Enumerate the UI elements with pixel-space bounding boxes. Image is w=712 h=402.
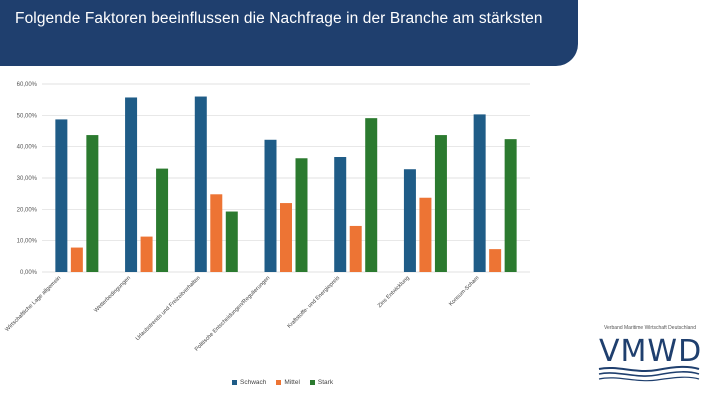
bar-mittel: [280, 203, 292, 272]
bar-schwach: [125, 97, 138, 273]
bar-mittel: [489, 249, 502, 272]
bar-stark: [86, 135, 99, 272]
bar-mittel: [349, 225, 362, 272]
x-tick-label: Konsum-Scham: [448, 275, 481, 308]
bar-schwach: [334, 157, 347, 272]
bar-stark: [434, 135, 447, 272]
bar-stark: [504, 139, 517, 272]
bar-mittel: [70, 247, 83, 272]
legend-item-mittel: Mittel: [276, 379, 300, 386]
y-tick-label: 10,00%: [17, 239, 38, 245]
y-tick-label: 50,00%: [17, 113, 38, 119]
x-tick-label: Wetterbedingungen: [93, 275, 132, 314]
bar-mittel: [140, 236, 153, 272]
bar-schwach: [194, 96, 207, 273]
logo-waves-icon: [598, 365, 700, 382]
legend-item-schwach: Schwach: [232, 379, 266, 386]
bar-stark: [295, 158, 308, 272]
x-tick-label: Kraftstoffe- und Energiepreis: [287, 275, 342, 330]
x-tick-label: Politische Entscheidungen/Regulierungen: [194, 275, 271, 352]
logo-tagline: Verband Maritime Wirtschaft Deutschland: [604, 325, 696, 331]
bar-chart: 0,00% 10,00% 20,00% 30,00% 40,00% 50,00% 60,00…: [4, 82, 530, 353]
y-tick-label: 40,00%: [17, 145, 38, 151]
y-tick-label: 60,00%: [17, 82, 38, 88]
legend-label-stark: Stark: [317, 378, 334, 386]
bar-schwach: [473, 114, 486, 272]
header-band: Folgende Faktoren beeinflussen die Nachf…: [0, 0, 578, 66]
vmwd-logo: Verband Maritime Wirtschaft Deutschland …: [595, 325, 705, 385]
legend-swatch-stark: [309, 379, 315, 385]
bar-stark: [156, 168, 169, 272]
y-tick-label: 0,00%: [20, 270, 38, 276]
bar-schwach: [264, 139, 277, 272]
legend-label-mittel: Mittel: [284, 378, 300, 386]
legend-swatch-mittel: [276, 379, 282, 385]
bar-mittel: [419, 197, 432, 272]
legend-swatch-schwach: [232, 379, 237, 385]
bar-stark: [365, 118, 378, 272]
legend-item-stark: Stark: [309, 378, 334, 386]
bar-stark: [225, 211, 238, 272]
slide-title: Folgende Faktoren beeinflussen die Nachf…: [15, 10, 543, 27]
legend-label-schwach: Schwach: [240, 378, 267, 386]
x-tick-label: Zins Entwicklung: [377, 275, 411, 309]
bar-mittel: [210, 194, 223, 272]
y-tick-label: 20,00%: [17, 207, 38, 213]
chart-legend: Schwach Mittel Stark: [232, 376, 333, 388]
bar-schwach: [403, 169, 416, 272]
x-tick-label: Urlaubstrends und Freizeitverhalten: [135, 275, 202, 342]
y-tick-label: 30,00%: [17, 176, 38, 182]
bar-schwach: [55, 119, 68, 272]
logo-wordmark: VMWD: [599, 334, 703, 369]
x-tick-label: Wirtschaftliche Lage allgemein: [4, 275, 62, 333]
